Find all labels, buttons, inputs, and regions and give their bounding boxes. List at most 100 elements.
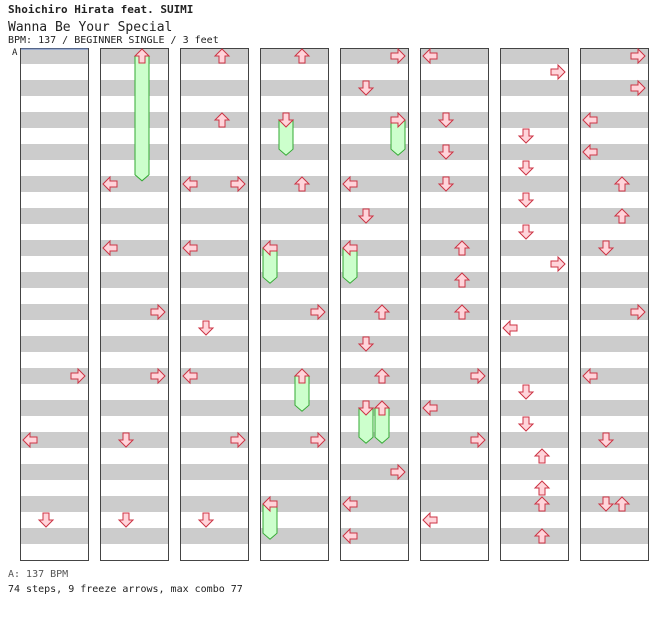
- down-arrow: [437, 112, 455, 128]
- beat-band: [20, 528, 88, 544]
- beat-band: [500, 112, 568, 128]
- beat-band: [260, 144, 328, 160]
- beat-band: [420, 528, 488, 544]
- down-arrow: [597, 240, 615, 256]
- left-arrow: [182, 367, 198, 385]
- left-arrow: [182, 175, 198, 193]
- beat-band: [500, 272, 568, 288]
- beat-band: [100, 432, 168, 448]
- up-arrow: [133, 48, 151, 64]
- beat-band: [20, 304, 88, 320]
- beat-band: [20, 240, 88, 256]
- beat-band: [420, 240, 488, 256]
- beat-band: [420, 304, 488, 320]
- beat-band: [260, 368, 328, 384]
- chart-column: [20, 48, 89, 561]
- left-arrow: [102, 175, 118, 193]
- beat-band: [500, 464, 568, 480]
- chart-column: [180, 48, 249, 561]
- freeze-arrow-body: [134, 55, 150, 182]
- bpm-legend: A: 137 BPM: [8, 569, 69, 580]
- beat-band: [420, 400, 488, 416]
- right-arrow: [470, 367, 486, 385]
- beat-band: [20, 336, 88, 352]
- beat-band: [420, 432, 488, 448]
- beat-band: [20, 208, 88, 224]
- left-arrow: [582, 143, 598, 161]
- beat-band: [20, 48, 88, 64]
- beat-band: [100, 528, 168, 544]
- beat-band: [100, 304, 168, 320]
- beat-band: [180, 272, 248, 288]
- beat-band: [580, 144, 648, 160]
- beat-band: [20, 144, 88, 160]
- beat-band: [500, 336, 568, 352]
- beat-band: [420, 208, 488, 224]
- down-arrow: [517, 224, 535, 240]
- beat-band: [180, 400, 248, 416]
- beat-band: [500, 528, 568, 544]
- beat-band: [100, 80, 168, 96]
- up-arrow: [213, 112, 231, 128]
- chart-column: [100, 48, 169, 561]
- left-arrow: [342, 175, 358, 193]
- beat-band: [500, 496, 568, 512]
- down-arrow: [517, 384, 535, 400]
- up-arrow: [213, 48, 231, 64]
- beat-band: [500, 144, 568, 160]
- beat-band: [340, 176, 408, 192]
- song-artist: Shoichiro Hirata feat. SUIMI: [8, 3, 194, 16]
- beat-band: [180, 496, 248, 512]
- beat-band: [500, 208, 568, 224]
- left-arrow: [342, 495, 358, 513]
- beat-band: [100, 368, 168, 384]
- beat-band: [580, 304, 648, 320]
- beat-band: [180, 336, 248, 352]
- column-frame: [260, 48, 329, 561]
- beat-band: [580, 272, 648, 288]
- beat-band: [180, 208, 248, 224]
- left-arrow: [582, 367, 598, 385]
- beat-band: [100, 176, 168, 192]
- right-arrow: [630, 79, 646, 97]
- beat-band: [260, 176, 328, 192]
- song-title: Wanna Be Your Special: [8, 20, 173, 35]
- beat-band: [100, 240, 168, 256]
- beat-band: [580, 336, 648, 352]
- beat-band: [260, 400, 328, 416]
- up-arrow: [613, 176, 631, 192]
- beat-band: [20, 432, 88, 448]
- beat-band: [260, 112, 328, 128]
- beat-band: [500, 176, 568, 192]
- beat-band: [420, 336, 488, 352]
- down-arrow: [117, 432, 135, 448]
- down-arrow: [597, 432, 615, 448]
- right-arrow: [550, 63, 566, 81]
- beat-band: [580, 80, 648, 96]
- beat-band: [180, 80, 248, 96]
- beat-band: [420, 80, 488, 96]
- beat-band: [260, 336, 328, 352]
- beat-band: [20, 464, 88, 480]
- beat-band: [420, 368, 488, 384]
- left-arrow: [342, 239, 358, 257]
- beat-band: [580, 48, 648, 64]
- up-arrow: [613, 496, 631, 512]
- down-arrow: [517, 192, 535, 208]
- beat-band: [100, 144, 168, 160]
- down-arrow: [277, 112, 295, 128]
- beat-band: [20, 496, 88, 512]
- left-arrow: [422, 511, 438, 529]
- beat-band: [340, 400, 408, 416]
- beat-band: [420, 48, 488, 64]
- beat-band: [580, 112, 648, 128]
- right-arrow: [230, 175, 246, 193]
- beat-band: [500, 400, 568, 416]
- beat-band: [420, 112, 488, 128]
- right-arrow: [230, 431, 246, 449]
- up-arrow: [533, 496, 551, 512]
- left-arrow: [422, 47, 438, 65]
- beat-band: [340, 336, 408, 352]
- beat-band: [420, 176, 488, 192]
- left-arrow: [102, 239, 118, 257]
